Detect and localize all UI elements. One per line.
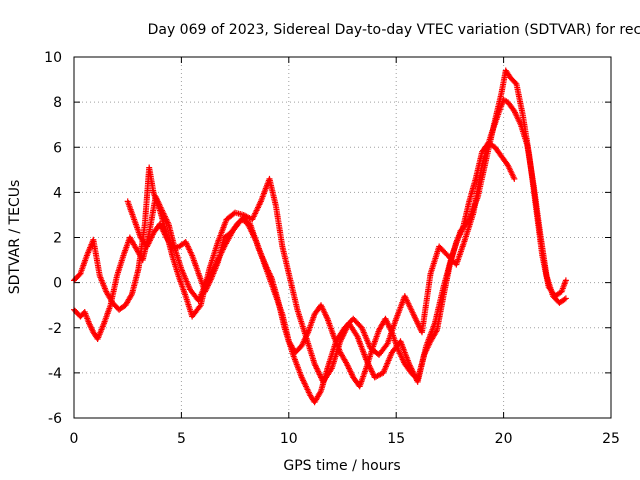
x-tick-label: 15: [387, 431, 405, 447]
data-point: [562, 295, 569, 302]
y-tick-label: -6: [48, 411, 62, 427]
data-point: [561, 296, 568, 303]
y-tick-label: 10: [44, 50, 62, 66]
y-tick-label: -4: [48, 366, 62, 382]
series-track-a: [71, 96, 569, 406]
y-tick-label: 0: [53, 276, 62, 292]
x-tick-label: 10: [280, 431, 298, 447]
grid: [74, 57, 611, 418]
chart-title: Day 069 of 2023, Sidereal Day-to-day VTE…: [148, 22, 640, 38]
y-tick-label: 6: [53, 140, 62, 156]
x-axis-label: GPS time / hours: [283, 458, 400, 474]
series-track-c: [124, 139, 518, 390]
x-tick-label: 5: [177, 431, 186, 447]
y-tick-label: 4: [53, 185, 62, 201]
x-tick-label: 20: [495, 431, 513, 447]
data-point: [562, 277, 569, 284]
x-tick-label: 0: [70, 431, 79, 447]
plot-frame: [73, 56, 612, 419]
data-point: [511, 175, 518, 182]
axis-ticks: 0 5 10 15 20 25 -6 -4 -2 0 2 4 6 8 10: [44, 50, 620, 447]
x-tick-label: 25: [602, 431, 620, 447]
data-points: [71, 67, 569, 406]
y-tick-label: 2: [53, 231, 62, 247]
y-tick-label: -2: [48, 321, 62, 337]
series-track-b: [71, 67, 569, 385]
y-tick-label: 8: [53, 95, 62, 111]
y-axis-label: SDTVAR / TECUs: [7, 180, 23, 295]
